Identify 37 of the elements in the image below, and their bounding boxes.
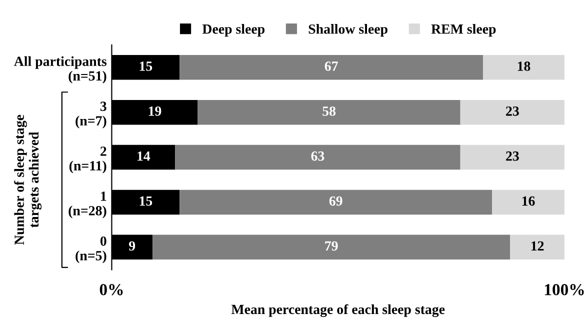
y-tick-label: 3 (n=7) (76, 102, 106, 128)
x-tick-label: 100% (544, 284, 584, 296)
bar (460, 144, 564, 170)
data-label: 69 (329, 196, 342, 206)
data-label: 14 (138, 151, 150, 161)
bar (510, 234, 564, 260)
bar (152, 234, 510, 260)
x-tick-label: 0% (100, 284, 123, 296)
legend-label: Deep sleep (202, 24, 264, 37)
bar (180, 55, 483, 80)
y-tick-label: All participants (n=51) (14, 56, 107, 84)
data-label: 9 (129, 241, 136, 251)
y-tick-label: 1 (n=28) (68, 192, 106, 218)
bar (198, 100, 460, 125)
y-axis-title: Number of sleep stage targets achieved (14, 114, 42, 245)
data-label: 58 (322, 106, 336, 116)
data-label: 12 (531, 241, 544, 251)
data-label: 15 (140, 196, 152, 206)
bar (180, 190, 492, 215)
data-label: 19 (148, 106, 162, 116)
data-label: 63 (311, 151, 324, 161)
x-axis-title: Mean percentage of each sleep stage (231, 304, 445, 318)
bar (460, 100, 564, 125)
data-label: 23 (506, 106, 519, 116)
data-label: 67 (324, 62, 338, 71)
y-tick-label: 0 (n=5) (76, 236, 106, 264)
data-label: 23 (506, 151, 519, 161)
bar (492, 190, 564, 215)
legend-label: Shallow sleep (308, 24, 388, 37)
data-label: 79 (325, 241, 338, 251)
bar (175, 144, 460, 170)
bar (482, 55, 564, 80)
legend-label: REM sleep (431, 24, 496, 37)
data-label: 16 (522, 196, 535, 206)
data-label: 18 (518, 62, 530, 71)
y-tick-label: 2 (n=11) (69, 146, 106, 174)
data-label: 15 (140, 62, 152, 71)
